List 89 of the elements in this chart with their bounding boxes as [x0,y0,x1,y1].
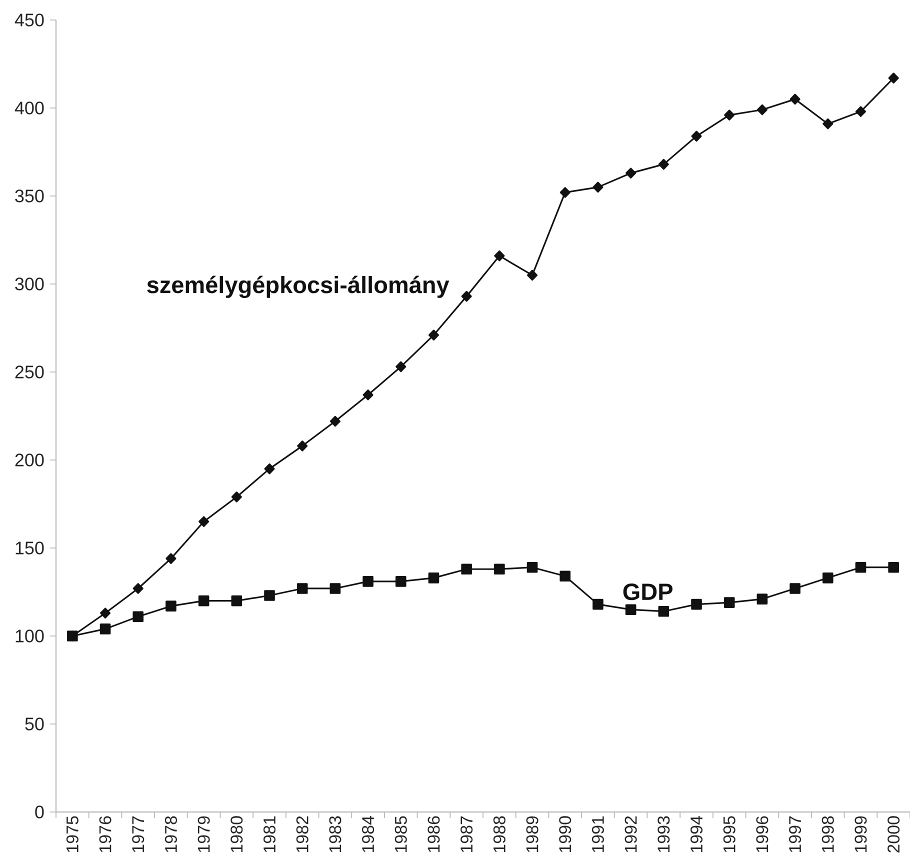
point [560,570,571,582]
point [330,583,341,594]
point [756,594,768,604]
point [296,583,308,594]
point [592,598,604,610]
point [198,595,210,606]
x-tick-label: 1984 [362,816,374,852]
x-tick-label: 1992 [624,816,637,852]
x-tick-label: 1990 [559,816,572,852]
point [888,562,899,573]
point [198,516,210,527]
point [560,187,570,198]
point [231,595,242,606]
point [428,572,440,584]
x-tick-label: 1977 [132,816,144,852]
point [526,562,538,573]
y-tick-label: 150 [16,542,44,554]
x-tick-label: 1987 [460,816,473,852]
point [362,576,374,587]
point [691,130,702,142]
point [790,583,800,594]
point [592,182,604,193]
x-tick-label: 1991 [592,816,604,852]
point [396,361,406,372]
point [658,158,669,170]
x-tick-label: 1981 [263,816,276,852]
point [100,624,111,634]
point [395,576,406,587]
point [724,110,735,120]
x-tick-label: 1998 [822,816,834,852]
point [100,608,111,619]
y-tick-label: 300 [15,278,44,290]
y-tick-label: 200 [15,454,44,466]
point [790,94,800,105]
point [132,583,144,594]
x-tick-label: 1976 [99,816,112,852]
point [855,106,866,117]
y-tick-label: 350 [15,190,44,202]
point [330,416,340,427]
y-tick-label: 0 [35,806,44,818]
x-tick-label: 1993 [658,816,670,852]
x-tick-label: 1978 [164,816,177,852]
point [362,389,374,400]
point [67,630,78,642]
point [658,606,670,617]
point [756,104,768,116]
y-tick-label: 450 [14,14,44,26]
point [691,598,702,610]
point [625,604,636,615]
y-tick-label: 100 [16,630,44,642]
y-tick-label: 50 [25,718,44,730]
point [166,600,176,612]
point [855,562,866,573]
point [264,463,275,474]
x-tick-label: 1997 [789,816,802,852]
x-tick-label: 1975 [66,816,78,852]
point [822,572,834,584]
x-tick-label: 1989 [526,816,538,852]
x-tick-label: 1995 [723,816,736,852]
x-tick-label: 1983 [329,816,342,852]
x-tick-label: 1982 [296,816,308,852]
point [494,564,505,575]
x-tick-label: 1994 [690,816,703,852]
point [626,168,636,179]
x-tick-label: 1980 [230,816,243,852]
x-tick-label: 1986 [428,816,440,852]
x-tick-label: 1985 [394,816,407,852]
point [428,330,440,340]
series-label: személygépkocsi-állomány [147,276,450,298]
point [494,250,505,262]
point [166,553,176,564]
y-tick-label: 250 [15,366,44,378]
point [461,290,472,302]
point [888,72,899,84]
x-tick-label: 1988 [493,816,506,852]
point [822,118,834,130]
point [461,564,472,575]
x-tick-label: 1979 [198,816,210,852]
point [132,611,144,622]
x-tick-label: 1999 [854,816,867,852]
y-tick-label: 400 [14,102,44,114]
point [231,492,242,502]
point [297,440,308,452]
point [724,597,735,608]
series-label: GDP [623,584,672,600]
x-tick-label: 1996 [756,816,768,852]
point [264,590,275,601]
point [526,270,538,281]
x-tick-label: 2000 [888,816,900,852]
